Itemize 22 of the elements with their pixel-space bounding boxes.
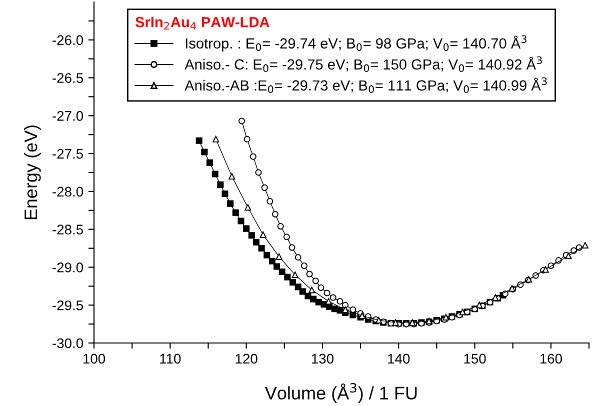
- legend-label: Isotrop. : E$_{0}$= -29.74 eV; B$_{0}$= 98 GPa; V$_{0}$= 140.70 Å$^{3}$: [186, 35, 526, 52]
- y-tick-label: -29.0: [52, 262, 84, 272]
- y-axis-title: Energy (eV): [24, 125, 41, 220]
- x-tick-label: 130: [312, 354, 334, 364]
- x-tick-label: 110: [160, 354, 181, 364]
- legend-title: SrIn$_{2}$Au$_{4}$ PAW-LDA: [135, 16, 270, 30]
- legend-label: Aniso.-AB :E$_{0}$= -29.73 eV; B$_{0}$= 111 GPa; V$_{0}$= 140.99 Å$^{3}$: [184, 77, 547, 94]
- y-tick-label: -30.0: [52, 338, 84, 348]
- x-tick-label: 100: [83, 354, 106, 364]
- y-tick-label: -29.5: [52, 300, 84, 310]
- y-tick-label: -28.0: [52, 186, 84, 197]
- y-tick-label: -26.5: [52, 73, 84, 83]
- y-tick-label: -28.5: [52, 224, 84, 235]
- x-axis-title: Volume (Å$^{3}$) / 1 FU: [264, 383, 417, 404]
- y-tick-label: -27.0: [52, 111, 84, 121]
- x-tick-label: 150: [464, 354, 486, 364]
- legend-label: Aniso.- C: E$_{0}$= -29.75 eV; B$_{0}$= 150 GPa; V$_{0}$= 140.92 Å$^{3}$: [184, 56, 542, 72]
- x-tick-label: 120: [236, 354, 258, 364]
- x-tick-label: 140: [388, 354, 410, 364]
- y-tick-label: -27.5: [52, 148, 84, 159]
- y-tick-label: -26.0: [52, 35, 84, 46]
- x-tick-label: 160: [540, 354, 562, 364]
